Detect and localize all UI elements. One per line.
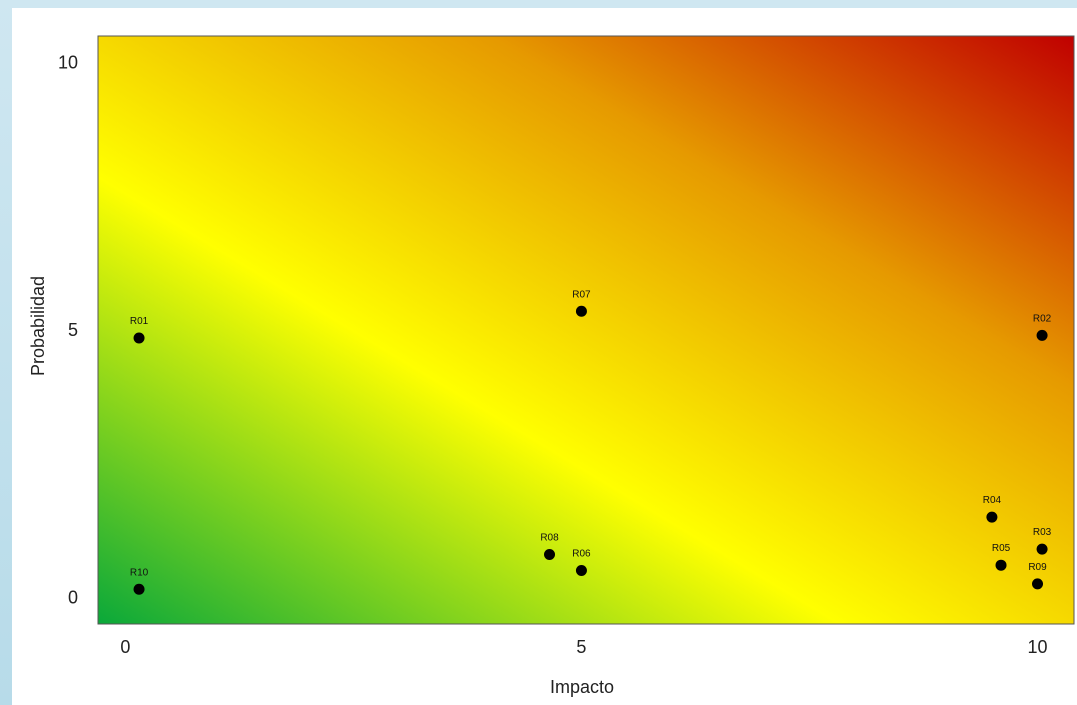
data-point-label: R05 <box>992 543 1011 554</box>
data-point-label: R01 <box>130 316 149 327</box>
x-axis-label: Impacto <box>550 677 614 697</box>
data-point: R02 <box>1033 313 1052 341</box>
data-point-marker <box>575 305 587 317</box>
data-point: R01 <box>130 316 149 344</box>
x-tick-label: 10 <box>1027 637 1047 657</box>
data-point-label: R02 <box>1033 313 1052 324</box>
data-point-label: R04 <box>983 495 1002 506</box>
data-point-label: R09 <box>1028 562 1047 573</box>
x-tick-label: 5 <box>576 637 586 657</box>
data-point: R07 <box>572 289 591 317</box>
data-point-marker <box>575 565 587 577</box>
data-point: R03 <box>1033 527 1052 555</box>
chart-panel: 0 5 10 0 5 10 R01 R02 R03 R04 R05 R06 R07 R08 R09 R10 … <box>12 8 1077 705</box>
data-point-label: R08 <box>540 533 559 544</box>
y-axis-label: Probabilidad <box>28 276 48 376</box>
plot-area <box>97 35 1075 625</box>
x-tick-label: 0 <box>120 637 130 657</box>
data-point: R05 <box>992 543 1011 571</box>
data-point: R04 <box>983 495 1002 523</box>
data-point-marker <box>133 332 145 344</box>
data-point-marker <box>995 559 1007 571</box>
data-point: R10 <box>130 567 149 595</box>
data-point-marker <box>544 549 556 561</box>
y-tick-label: 5 <box>68 320 78 340</box>
data-point: R09 <box>1028 562 1047 590</box>
data-point-label: R10 <box>130 567 149 578</box>
axis-ticks: 0 5 10 0 5 10 <box>58 53 1048 657</box>
data-point-marker <box>1036 329 1048 341</box>
data-points: R01 R02 R03 R04 R05 R06 R07 R08 R09 R10 <box>130 289 1052 595</box>
data-point: R08 <box>540 533 559 561</box>
data-point-label: R07 <box>572 289 591 300</box>
data-point-marker <box>986 511 998 523</box>
data-point-label: R06 <box>572 549 591 560</box>
y-tick-label: 0 <box>68 587 78 607</box>
data-point-marker <box>1032 578 1044 590</box>
data-point-marker <box>133 583 145 595</box>
data-point: R06 <box>572 549 591 577</box>
data-point-marker <box>1036 543 1048 555</box>
data-point-label: R03 <box>1033 527 1052 538</box>
y-tick-label: 10 <box>58 53 78 73</box>
